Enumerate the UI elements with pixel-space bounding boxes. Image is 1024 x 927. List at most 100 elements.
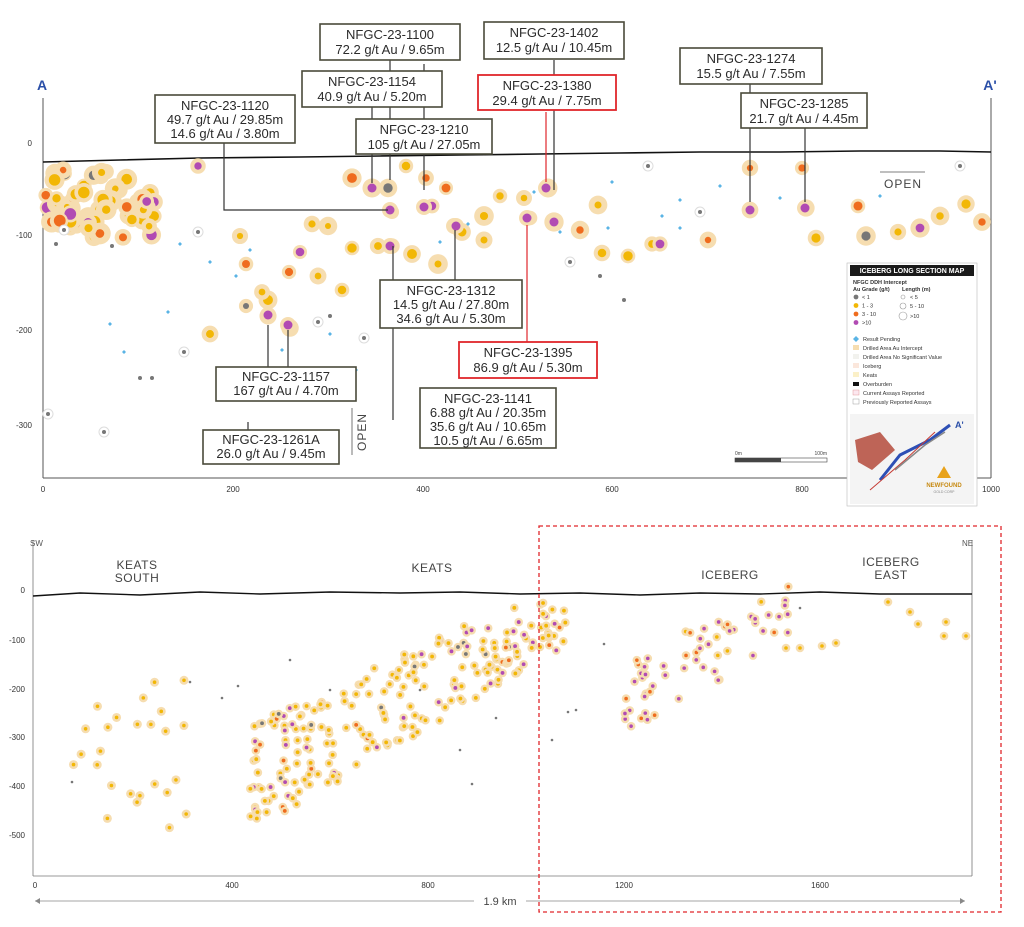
highlighted-intercept [745, 205, 755, 215]
drill-intercept [269, 719, 274, 724]
drill-intercept [642, 664, 647, 669]
drill-intercept [359, 682, 364, 687]
highlighted-intercept [263, 310, 273, 320]
drill-intercept [375, 745, 379, 750]
drill-intercept [305, 737, 310, 742]
endpoint-sw: SW [30, 539, 43, 548]
drill-intercept [422, 174, 430, 182]
drill-intercept [419, 652, 424, 657]
callout-nfgc-23-1274: NFGC-23-1274 15.5 g/t Au / 7.55m [679, 47, 823, 85]
drill-intercept [184, 812, 188, 816]
drill-intercept [121, 173, 133, 185]
drill-intercept [643, 672, 648, 677]
drill-intercept [206, 330, 214, 338]
drill-intercept [349, 703, 354, 708]
bottom-y-tick: -500 [9, 831, 26, 840]
scale-bar-fill [735, 458, 781, 462]
drill-intercept [254, 816, 259, 821]
drill-intercept [220, 696, 224, 700]
drill-intercept [460, 665, 465, 670]
drill-intercept [196, 230, 200, 234]
drill-intercept [725, 622, 730, 627]
drill-intercept [694, 658, 699, 662]
drill-intercept [688, 630, 692, 635]
drill-intercept [112, 185, 119, 192]
drill-intercept [624, 696, 628, 701]
drill-intercept [402, 724, 407, 729]
bottom-x-tick: 400 [225, 881, 239, 890]
drill-intercept [370, 740, 375, 745]
drill-intercept [402, 652, 407, 657]
drill-intercept [258, 288, 266, 296]
drill-intercept [264, 810, 269, 815]
drill-intercept [811, 233, 821, 243]
drill-intercept [475, 671, 480, 675]
drill-intercept [95, 229, 105, 238]
drill-intercept [41, 190, 51, 200]
drill-intercept [98, 168, 106, 177]
result-pending-marker [718, 184, 722, 188]
drill-intercept [307, 782, 312, 787]
drill-intercept [522, 632, 526, 637]
drill-intercept [521, 662, 526, 667]
inset-map: A' NEWFOUND GOLD CORP [850, 414, 974, 504]
drill-intercept [568, 260, 572, 264]
drill-intercept [777, 614, 781, 619]
drill-intercept [716, 620, 721, 624]
drill-intercept [298, 714, 302, 719]
highlighted-intercept [385, 241, 395, 251]
drill-intercept [304, 704, 309, 708]
drill-intercept [627, 708, 632, 713]
drill-intercept [331, 774, 335, 778]
drill-intercept [295, 761, 299, 766]
drill-intercept [252, 724, 257, 729]
drill-intercept [78, 186, 90, 199]
drill-intercept [367, 692, 371, 696]
top-x-tick: 1000 [982, 485, 1000, 494]
drill-intercept [62, 228, 66, 232]
drill-intercept [182, 350, 186, 354]
drill-intercept [861, 231, 871, 241]
drill-intercept [152, 680, 157, 684]
drill-intercept [46, 412, 50, 416]
drill-intercept [481, 639, 486, 643]
distance-arrow-right-icon [960, 898, 965, 904]
drill-intercept [138, 376, 142, 380]
drill-intercept [358, 727, 363, 731]
legend-length-header: Length (m) [902, 287, 931, 293]
callout-line: 35.6 g/t Au / 10.65m [430, 419, 546, 434]
drill-intercept [102, 205, 111, 214]
callout-title: NFGC-23-1157 [242, 369, 330, 384]
drill-intercept [759, 600, 764, 604]
drill-intercept [418, 688, 422, 692]
drill-intercept [242, 302, 250, 310]
drill-intercept [182, 678, 186, 683]
drill-intercept [443, 705, 448, 710]
drill-intercept [295, 247, 305, 257]
open-label-depth: OPEN [355, 413, 369, 451]
drill-intercept [496, 677, 501, 682]
drill-intercept [422, 684, 427, 689]
drilled-no-value-swatch [853, 354, 859, 359]
drill-intercept [552, 634, 556, 638]
drill-intercept [383, 717, 387, 722]
drill-intercept [550, 738, 554, 742]
drill-intercept [325, 741, 329, 746]
top-y-tick: -300 [16, 421, 33, 430]
drill-intercept [561, 639, 566, 644]
drill-intercept [682, 666, 686, 670]
zone-label-iceberg-east: ICEBERG [862, 555, 920, 569]
drill-intercept [529, 623, 534, 628]
drill-intercept [70, 780, 74, 784]
zone-label-keats: KEATS [412, 561, 453, 575]
drill-intercept [908, 610, 912, 614]
drill-intercept [530, 640, 535, 645]
callout-line: 167 g/t Au / 4.70m [233, 383, 339, 398]
drill-intercept [410, 725, 415, 729]
drill-intercept [278, 776, 283, 781]
drill-intercept [114, 715, 119, 720]
drill-intercept [422, 662, 426, 667]
drill-intercept [411, 654, 416, 659]
drill-intercept [342, 699, 347, 704]
drill-intercept [853, 201, 863, 211]
